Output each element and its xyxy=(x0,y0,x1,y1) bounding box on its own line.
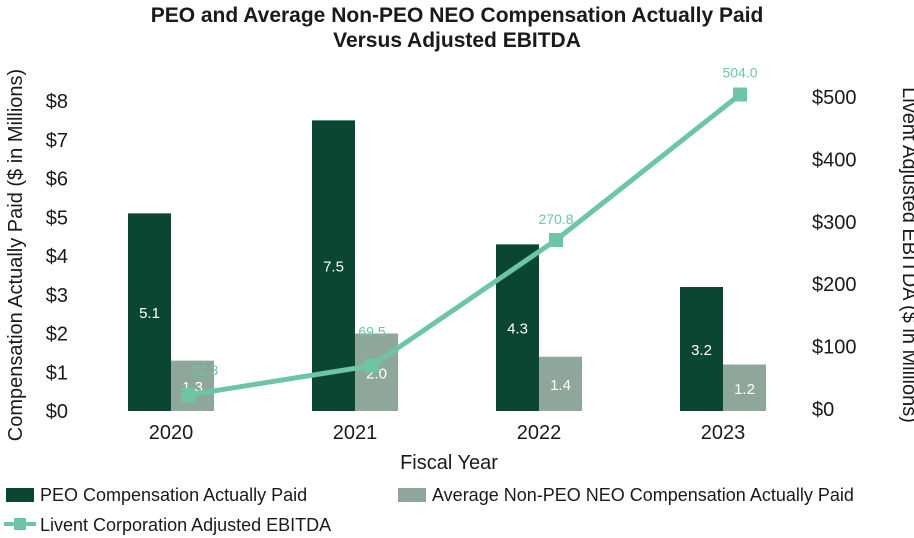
ebitda-data-label: 504.0 xyxy=(722,65,757,81)
right-tick-label: $200 xyxy=(812,274,857,296)
right-axis-ticks: $0 $100 $200 $300 $400 $500 xyxy=(812,87,857,421)
right-axis-label: Livent Adjusted EBITDA ($ in Millions) xyxy=(898,87,914,423)
ebitda-marker xyxy=(365,358,379,373)
x-axis-label: Fiscal Year xyxy=(400,452,498,474)
right-tick-label: $500 xyxy=(812,87,857,109)
ebitda-data-label: 270.8 xyxy=(538,211,573,227)
right-tick-label: $0 xyxy=(812,399,834,421)
x-tick-label: 2021 xyxy=(333,422,378,444)
bar-peo xyxy=(496,244,539,411)
left-tick-label: $7 xyxy=(46,130,68,152)
legend-label-ebitda: Livent Corporation Adjusted EBITDA xyxy=(40,515,331,535)
left-axis-ticks: $0 $1 $2 $3 $4 $5 $6 $7 $8 xyxy=(46,91,68,423)
x-tick-label: 2020 xyxy=(149,422,194,444)
legend-swatch-non-peo xyxy=(398,488,426,502)
ebitda-line xyxy=(187,92,742,398)
ebitda-line-layer: 22.3 69.5 270.8 504.0 xyxy=(181,65,758,403)
left-tick-label: $5 xyxy=(46,207,68,229)
ebitda-marker xyxy=(733,87,747,102)
chart-title-line-2: Versus Adjusted EBITDA xyxy=(333,29,581,52)
bar-label-non-peo: 1.4 xyxy=(550,377,571,394)
bar-label-peo: 4.3 xyxy=(507,321,528,338)
bars: 5.11.37.52.04.31.43.21.2 xyxy=(128,120,766,411)
ebitda-marker xyxy=(181,388,195,403)
chart-title-line-1: PEO and Average Non-PEO NEO Compensation… xyxy=(151,4,764,27)
left-tick-label: $6 xyxy=(46,169,68,191)
legend-label-non-peo: Average Non-PEO NEO Compensation Actuall… xyxy=(432,485,854,505)
right-tick-label: $100 xyxy=(812,337,857,359)
ebitda-data-label: 69.5 xyxy=(358,324,385,340)
left-tick-label: $2 xyxy=(46,324,68,346)
bar-peo xyxy=(312,120,355,411)
left-tick-label: $4 xyxy=(46,246,68,268)
bar-peo xyxy=(680,287,723,411)
right-tick-label: $300 xyxy=(812,212,857,234)
left-axis-label: Compensation Actually Paid ($ in Million… xyxy=(5,69,27,441)
legend-label-peo: PEO Compensation Actually Paid xyxy=(40,485,307,505)
legend-swatch-ebitda-marker xyxy=(14,518,26,530)
legend-swatch-peo xyxy=(6,488,34,502)
right-tick-label: $400 xyxy=(812,149,857,171)
left-tick-label: $1 xyxy=(46,362,68,384)
x-tick-label: 2022 xyxy=(517,422,562,444)
bar-non-peo xyxy=(171,360,214,411)
x-tick-label: 2023 xyxy=(701,422,746,444)
left-tick-label: $3 xyxy=(46,285,68,307)
x-axis-ticks: 2020 2021 2022 2023 xyxy=(149,422,746,444)
left-tick-label: $8 xyxy=(46,91,68,113)
ebitda-data-label: 22.3 xyxy=(191,362,218,378)
bar-non-peo xyxy=(723,364,766,411)
bar-label-peo: 5.1 xyxy=(139,305,160,322)
left-tick-label: $0 xyxy=(46,401,68,423)
legend: PEO Compensation Actually Paid Average N… xyxy=(4,485,854,535)
ebitda-marker xyxy=(549,233,563,248)
bar-label-non-peo: 1.2 xyxy=(734,381,755,398)
bar-peo xyxy=(128,213,171,411)
bar-non-peo xyxy=(539,356,582,411)
bar-label-peo: 3.2 xyxy=(691,342,712,359)
bar-label-peo: 7.5 xyxy=(323,259,344,276)
